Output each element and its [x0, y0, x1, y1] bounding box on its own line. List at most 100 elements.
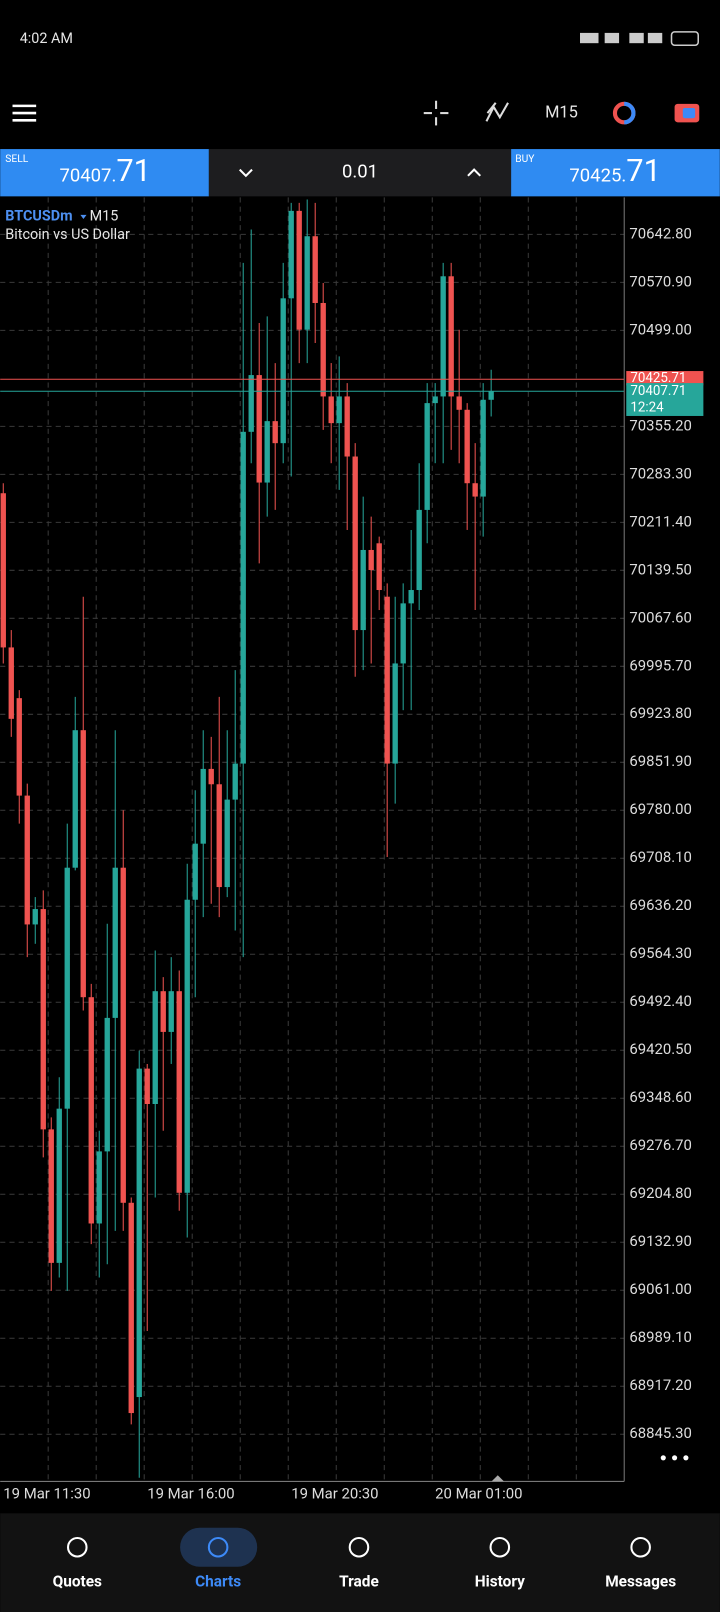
- candle-body: [456, 396, 462, 410]
- candle-body: [136, 1068, 142, 1398]
- buy-label: BUY: [515, 152, 535, 165]
- candle-body: [48, 1129, 54, 1263]
- trade-button[interactable]: [674, 103, 700, 123]
- sell-pips: 71: [116, 152, 151, 189]
- buy-pips: 71: [626, 152, 661, 189]
- candle-body: [376, 543, 382, 591]
- nav-icon: [630, 1536, 651, 1558]
- crosshair-button[interactable]: [423, 100, 449, 126]
- candle-body: [320, 302, 326, 397]
- y-tick-label: 68989.10: [629, 1328, 692, 1346]
- nav-items: Quotes Charts Trade History Messages: [53, 1536, 676, 1590]
- sell-price: 70407.: [59, 165, 116, 187]
- bottom-nav: [0, 1513, 720, 1612]
- y-tick-label: 69132.90: [629, 1232, 692, 1250]
- y-tick-label: 69923.80: [629, 704, 692, 722]
- candle-body: [80, 730, 86, 998]
- chart-timeframe: M15: [90, 208, 119, 225]
- nav-item[interactable]: Quotes: [53, 1536, 102, 1590]
- candle-body: [32, 909, 38, 925]
- candle-body: [416, 509, 422, 591]
- y-tick-label: 69708.10: [629, 848, 692, 866]
- nav-item[interactable]: Charts: [195, 1536, 241, 1590]
- timeframe-button[interactable]: M15: [545, 103, 578, 122]
- candle-body: [72, 730, 78, 868]
- nav-icon: [207, 1536, 229, 1558]
- candle-body: [200, 768, 206, 844]
- volume-panel: [208, 149, 512, 197]
- y-tick-label: 69348.60: [629, 1088, 692, 1106]
- candle-body: [8, 647, 14, 719]
- candle-body: [56, 1108, 62, 1263]
- candle-body: [312, 236, 318, 303]
- y-tick-label: 69061.00: [629, 1280, 692, 1298]
- menu-button[interactable]: [12, 104, 37, 122]
- candle-body: [96, 1151, 102, 1224]
- nav-icon: [489, 1536, 511, 1558]
- more-button[interactable]: [660, 1455, 689, 1461]
- y-tick-label: 69492.40: [629, 992, 692, 1010]
- candle-body: [488, 391, 494, 400]
- candle-body: [248, 375, 254, 432]
- candle-body: [120, 867, 126, 1203]
- nav-icon: [67, 1536, 88, 1558]
- indicators-button[interactable]: [485, 102, 509, 122]
- nav-label: Messages: [605, 1572, 676, 1590]
- sell-button[interactable]: [0, 149, 209, 197]
- bid-tag: [626, 383, 704, 416]
- chart-title: Bitcoin vs US Dollar: [5, 226, 130, 243]
- candle-body: [192, 843, 198, 900]
- y-tick-label: 70211.40: [629, 512, 692, 530]
- candle-body: [224, 799, 230, 888]
- candle-body: [216, 784, 222, 888]
- candle-body: [384, 596, 390, 764]
- y-tick-label: 69276.70: [629, 1136, 692, 1154]
- status-time: 4:02 AM: [20, 30, 73, 47]
- symbol: BTCUSDm: [5, 208, 72, 225]
- sell-label: SELL: [5, 152, 28, 165]
- candle-body: [40, 909, 46, 1130]
- nav-label: Quotes: [53, 1572, 102, 1590]
- candle-body: [328, 396, 334, 424]
- chart-type-button[interactable]: [612, 101, 636, 125]
- candle-body: [344, 396, 350, 457]
- nav-item[interactable]: Trade: [339, 1536, 379, 1590]
- plot: [0, 199, 625, 1478]
- candle-body: [392, 663, 398, 764]
- nav-item[interactable]: History: [475, 1536, 525, 1590]
- candle-body: [152, 991, 158, 1104]
- y-tick-label: 70355.20: [629, 416, 692, 434]
- candle-body: [304, 236, 310, 330]
- y-tick-label: 70642.80: [629, 224, 692, 242]
- y-tick-label: 70067.60: [629, 608, 692, 626]
- nav-icon: [348, 1536, 370, 1558]
- y-tick-label: 69564.30: [629, 944, 692, 962]
- candle-body: [64, 867, 70, 1109]
- candle-body: [448, 276, 454, 397]
- y-tick-label: 68845.30: [629, 1424, 692, 1442]
- volume[interactable]: 0.01: [342, 161, 378, 183]
- ask-tag: [626, 371, 704, 386]
- candle-body: [280, 298, 286, 444]
- candle-body: [464, 409, 470, 484]
- candle-body: [368, 549, 374, 570]
- symbol-dropdown[interactable]: [80, 214, 87, 219]
- grid: [0, 197, 625, 1481]
- volume-down[interactable]: [238, 168, 253, 178]
- buy-button[interactable]: [511, 149, 720, 197]
- countdown: 12:24: [630, 400, 664, 415]
- nav-label: History: [475, 1572, 525, 1590]
- ask-tag-label: 70425.71: [630, 371, 686, 386]
- y-tick-label: 69851.90: [629, 752, 692, 770]
- candle-body: [264, 421, 270, 483]
- volume-up[interactable]: [467, 168, 482, 177]
- candle-body: [104, 1017, 110, 1152]
- status-icons: [580, 31, 700, 47]
- scroll-marker: [491, 1475, 504, 1482]
- nav-item[interactable]: Messages: [605, 1536, 676, 1590]
- candle-body: [360, 549, 366, 631]
- y-tick-label: 70570.90: [629, 272, 692, 290]
- candle-body: [480, 399, 486, 497]
